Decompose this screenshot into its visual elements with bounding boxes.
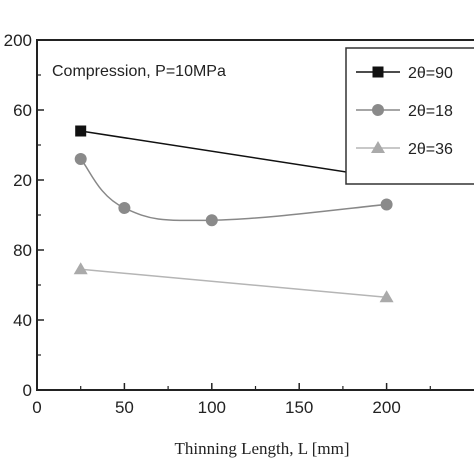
y-tick-label: 40 [13,311,32,330]
legend-label: 2θ=18 [408,103,453,120]
legend-marker [371,141,385,153]
data-point [75,125,87,137]
legend: 2θ=90 2θ=18 2θ=36 [345,47,474,185]
y-tick-label: 20 [13,171,32,190]
data-point [73,262,88,275]
chart-annotation: Compression, P=10MPa [52,63,226,80]
x-tick-label: 100 [198,398,226,417]
data-point [205,214,218,227]
series-2 [74,153,393,227]
legend-box [345,47,474,185]
x-tick-label: 50 [115,398,134,417]
series-line [80,130,387,179]
series-line [80,268,387,298]
x-tick-label: 200 [372,398,400,417]
axes: 0 50 100 150 200 0 40 80 20 60 200 [4,31,474,417]
data-point [74,153,87,165]
x-axis-label: Thinning Length, L [mm] [174,439,349,458]
legend-label: 2θ=36 [408,141,453,158]
y-tick-label: 200 [4,31,32,50]
x-tick-label: 0 [32,398,41,417]
series-line [80,158,387,222]
y-tick-label: 0 [23,381,32,400]
legend-marker [372,66,384,78]
data-point [380,198,393,211]
legend-marker [372,104,384,116]
legend-label: 2θ=90 [408,65,453,82]
y-tick-label: 60 [13,101,32,120]
data-point [118,202,131,214]
data-point [379,290,394,303]
y-tick-label: 80 [13,241,32,260]
series-3 [73,262,394,303]
x-tick-label: 150 [285,398,313,417]
